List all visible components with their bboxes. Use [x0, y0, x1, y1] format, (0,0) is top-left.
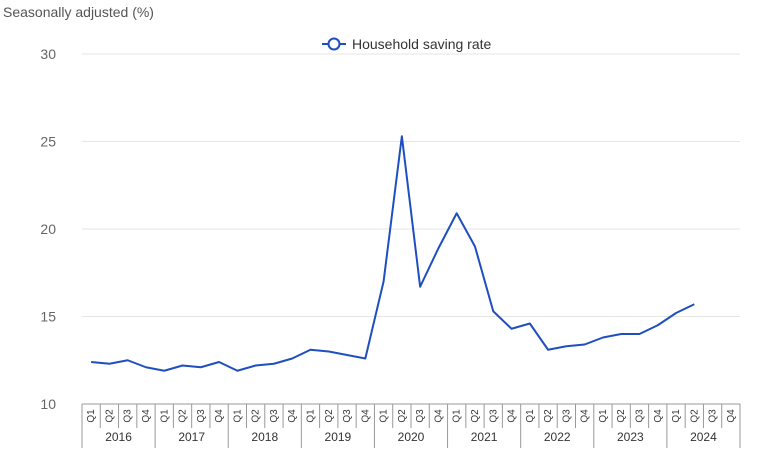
year-tick-label: 2023: [617, 430, 644, 444]
quarter-tick-label: Q4: [360, 409, 371, 423]
year-tick-label: 2024: [690, 430, 717, 444]
series-layer: [91, 135, 695, 372]
quarter-tick-label: Q4: [726, 409, 737, 423]
year-tick-label: 2016: [105, 430, 132, 444]
y-tick-label: 20: [40, 221, 56, 237]
quarter-tick-label: Q3: [196, 409, 207, 423]
y-tick-label: 25: [40, 134, 56, 150]
gridlines: [82, 53, 740, 405]
quarter-tick-label: Q2: [104, 409, 115, 423]
year-tick-label: 2019: [325, 430, 352, 444]
legend-label: Household saving rate: [352, 36, 492, 52]
y-tick-label: 30: [40, 46, 56, 62]
legend-circle-marker: [327, 37, 341, 51]
quarter-tick-label: Q3: [561, 409, 572, 423]
quarter-tick-label: Q3: [269, 409, 280, 423]
year-tick-label: 2018: [251, 430, 278, 444]
quarter-tick-label: Q4: [141, 409, 152, 423]
quarter-tick-label: Q1: [671, 409, 682, 423]
year-tick-label: 2021: [471, 430, 498, 444]
quarter-tick-label: Q3: [342, 409, 353, 423]
y-axis-ticks: 10 15 20 25 30: [40, 46, 56, 412]
quarter-tick-label: Q2: [251, 409, 262, 423]
quarter-tick-label: Q3: [123, 409, 134, 423]
quarter-tick-label: Q2: [616, 409, 627, 423]
legend[interactable]: Household saving rate: [322, 36, 492, 52]
year-tick-label: 2020: [398, 430, 425, 444]
y-tick-label: 10: [40, 396, 56, 412]
series-line: [91, 135, 695, 372]
quarter-tick-label: Q2: [470, 409, 481, 423]
quarter-tick-label: Q3: [415, 409, 426, 423]
quarter-tick-label: Q1: [598, 409, 609, 423]
quarter-tick-label: Q2: [543, 409, 554, 423]
quarter-tick-label: Q4: [433, 409, 444, 423]
quarter-tick-label: Q2: [689, 409, 700, 423]
quarter-tick-label: Q3: [634, 409, 645, 423]
quarter-tick-label: Q2: [178, 409, 189, 423]
x-axis: Q1 Q2 Q3 Q4 Q1 Q2 Q3 Q4 Q1 Q2 Q3 Q4 Q1 Q2 Q3 Q4 Q1 Q2 Q3 Q4…: [81, 404, 741, 448]
quarter-tick-label: Q3: [488, 409, 499, 423]
quarter-tick-label: Q1: [305, 409, 316, 423]
quarter-tick-label: Q1: [379, 409, 390, 423]
quarter-tick-label: Q1: [232, 409, 243, 423]
y-axis-title: Seasonally adjusted (%): [3, 4, 154, 20]
year-tick-label: 2022: [544, 430, 571, 444]
quarter-tick-label: Q1: [525, 409, 536, 423]
quarter-tick-label: Q4: [507, 409, 518, 423]
quarter-tick-label: Q2: [397, 409, 408, 423]
quarter-tick-label: Q1: [159, 409, 170, 423]
quarter-tick-label: Q4: [580, 409, 591, 423]
quarter-tick-label: Q4: [287, 409, 298, 423]
quarter-tick-label: Q3: [708, 409, 719, 423]
quarter-tick-label: Q2: [324, 409, 335, 423]
quarter-tick-label: Q4: [214, 409, 225, 423]
quarter-tick-label: Q1: [452, 409, 463, 423]
y-tick-label: 15: [40, 309, 56, 325]
quarter-tick-label: Q4: [653, 409, 664, 423]
quarter-tick-label: Q1: [86, 409, 97, 423]
year-tick-label: 2017: [178, 430, 205, 444]
